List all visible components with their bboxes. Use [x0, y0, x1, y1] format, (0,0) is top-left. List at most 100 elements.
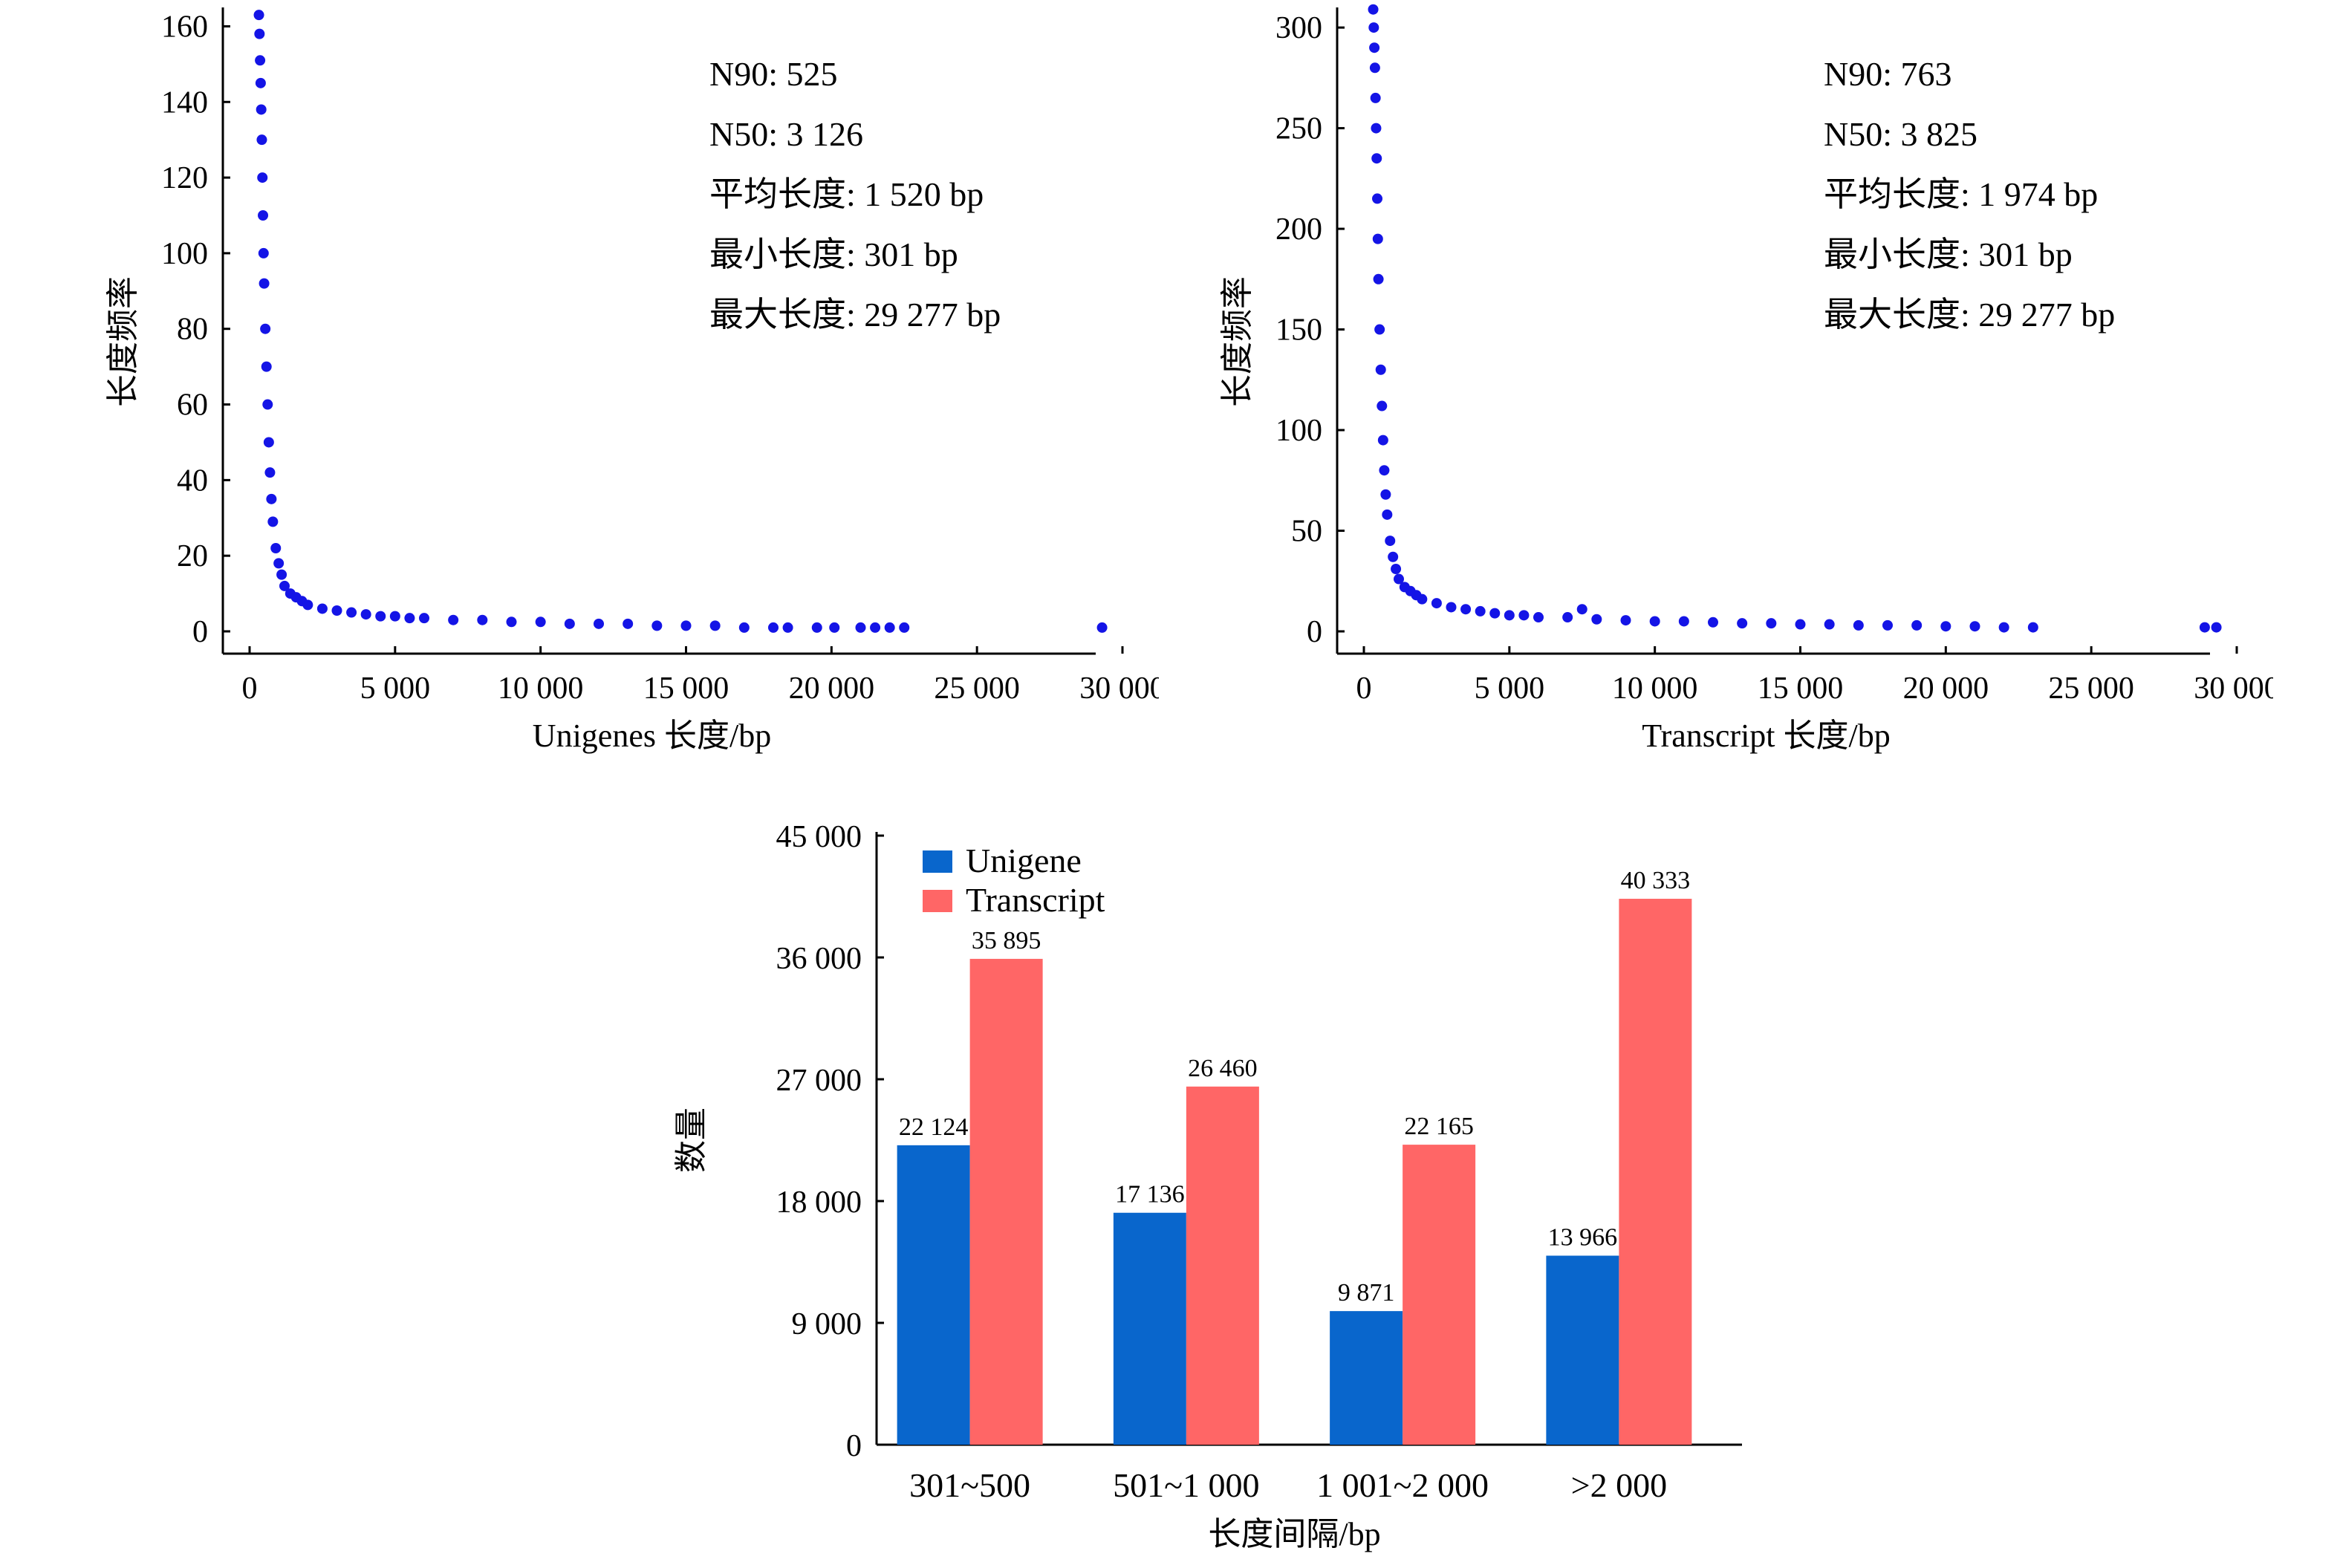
scatter-point [1649, 616, 1660, 627]
scatter-point [1737, 618, 1748, 629]
scatter-point [270, 543, 282, 553]
y-tick-label: 250 [1275, 112, 1322, 146]
y-tick-label: 140 [161, 85, 208, 120]
data-label: 13 966 [1548, 1224, 1618, 1252]
scatter-point [389, 611, 400, 622]
scatter-point [264, 467, 276, 478]
scatter-point [1998, 622, 2009, 633]
y-tick-label: 100 [161, 237, 208, 271]
scatter-point [404, 613, 415, 624]
scatter-point [258, 247, 269, 258]
scatter-point [2211, 622, 2222, 633]
scatter-point [738, 622, 750, 633]
scatter-point [448, 614, 459, 625]
scatter-point [1379, 465, 1390, 476]
scatter-point [1591, 614, 1602, 625]
scatter-point [1446, 602, 1457, 613]
y-tick-label: 50 [1291, 515, 1322, 549]
data-label: 22 124 [899, 1113, 969, 1141]
legend-swatch-unigene [923, 850, 952, 873]
scatter-point [829, 622, 840, 633]
y-tick-label: 60 [177, 388, 208, 423]
scatter-point [1620, 615, 1631, 626]
scatter-point [1369, 62, 1380, 74]
y-tick-label: 300 [1275, 11, 1322, 45]
y-tick-label: 40 [177, 463, 208, 498]
scatter-point [1518, 610, 1530, 621]
scatter-point [255, 77, 266, 88]
x-tick-label: 0 [242, 671, 258, 706]
data-label: 17 136 [1115, 1181, 1185, 1208]
x-tick-label: 5 000 [360, 671, 431, 706]
data-label: 22 165 [1404, 1113, 1474, 1140]
bar-unigene [897, 1145, 970, 1445]
scatter-point [899, 622, 910, 633]
scatter-point [258, 210, 269, 221]
scatter-point [1795, 619, 1806, 630]
scatter-point [1882, 619, 1893, 631]
scatter-point [1372, 233, 1383, 244]
scatter-point [651, 620, 663, 631]
x-tick-label: 10 000 [498, 671, 584, 706]
scatter-point [506, 617, 517, 628]
scatter-point [1969, 621, 1980, 632]
scatter-point [1708, 617, 1718, 628]
scatter-point [782, 622, 793, 633]
scatter-point [276, 569, 287, 580]
y-tick-label: 120 [161, 161, 208, 195]
scatter-point [360, 609, 371, 620]
y-tick-label: 100 [1275, 414, 1322, 448]
y-tick-label: 45 000 [776, 820, 862, 854]
y-tick-label: 18 000 [776, 1185, 862, 1220]
scatter-point [267, 516, 279, 527]
scatter-point [1678, 616, 1689, 627]
scatter-point [1533, 612, 1544, 623]
scatter-point [623, 618, 634, 629]
scatter-point [855, 622, 866, 633]
scatter-point [316, 603, 328, 614]
scatter-point [1372, 193, 1383, 204]
y-axis-title: 长度频率 [1219, 276, 1255, 407]
stat-annotation: 最小长度: 301 bp [709, 235, 958, 273]
x-tick-label: 1 001~2 000 [1316, 1466, 1489, 1504]
scatter-point [2199, 622, 2210, 633]
y-tick-label: 9 000 [792, 1307, 862, 1341]
y-tick-label: 0 [1307, 615, 1322, 649]
x-tick-label: 20 000 [1903, 671, 1989, 706]
bar-transcript [969, 958, 1043, 1445]
x-axis-title: Unigenes 长度/bp [533, 718, 771, 754]
scatter-point [1940, 621, 1951, 632]
x-axis-title: Transcript 长度/bp [1642, 718, 1891, 754]
stat-annotation: N90: 525 [709, 55, 838, 93]
x-tick-label: 501~1 000 [1113, 1466, 1259, 1504]
scatter-point [1380, 489, 1391, 500]
scatter-point [1431, 598, 1442, 609]
scatter-point [256, 134, 267, 146]
x-tick-label: 301~500 [909, 1466, 1030, 1504]
stat-annotation: N90: 763 [1824, 55, 1952, 93]
scatter-point [260, 323, 271, 334]
scatter-point [811, 622, 822, 633]
scatter-point [1417, 593, 1428, 605]
scatter-point [263, 437, 274, 448]
stat-annotation: N50: 3 126 [709, 115, 863, 153]
scatter-point [1370, 92, 1381, 103]
bar-unigene [1113, 1212, 1186, 1445]
bar-chart-svg: 0 9 000 18 000 27 000 36 000 45 000 22 124 35 8… [673, 820, 1742, 1552]
y-tick-label: 27 000 [776, 1064, 862, 1098]
stat-annotation: 最大长度: 29 277 bp [709, 296, 1001, 334]
scatter-point [1382, 509, 1393, 520]
scatter-point [262, 399, 273, 410]
x-tick-label: 5 000 [1475, 671, 1545, 706]
y-axis-title: 长度频率 [105, 276, 141, 407]
scatter-point [1576, 604, 1587, 615]
scatter-point [1373, 273, 1384, 284]
unigene-length-scatter-chart: 0 20 40 60 80 100 120 140 160 0 5 000 10 000 15 000 2… [0, 0, 1159, 787]
stat-annotation: 最小长度: 301 bp [1824, 235, 2073, 273]
scatter-point [1371, 153, 1382, 164]
bar-transcript [1186, 1086, 1259, 1445]
y-tick-label: 36 000 [776, 942, 862, 976]
scatter-point [535, 617, 546, 628]
y-tick-label: 200 [1275, 212, 1322, 247]
y-tick-label: 20 [177, 539, 208, 573]
